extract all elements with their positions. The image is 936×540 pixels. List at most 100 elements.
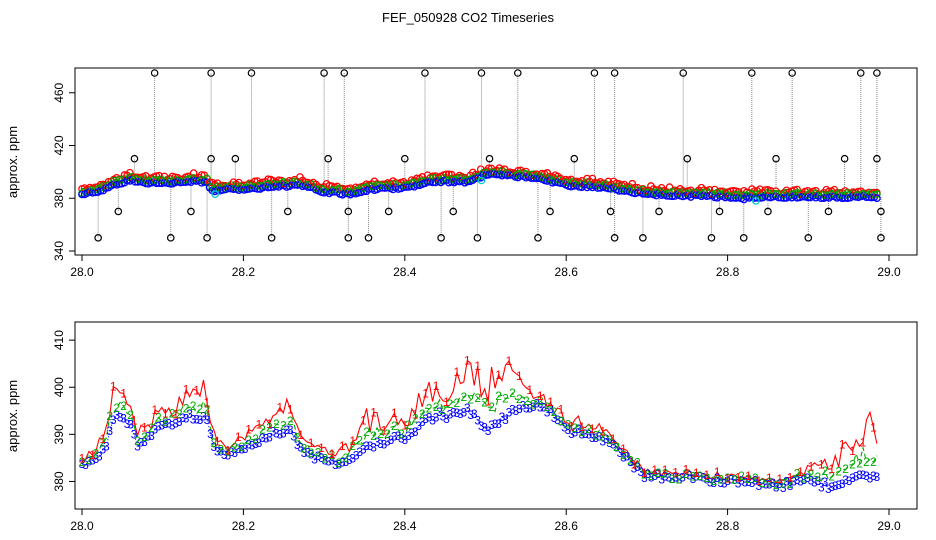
series-3-marker: 3 <box>235 442 242 456</box>
series-3-marker: 3 <box>762 477 769 491</box>
series-3-marker: 3 <box>218 445 225 459</box>
bottom-x-tick-label: 29.0 <box>877 519 901 533</box>
series-2-marker: 2 <box>460 390 467 404</box>
top-x-tick-label: 28.8 <box>716 265 740 279</box>
bottom-y-axis: 380 390 400 410 <box>52 330 75 491</box>
series-2-marker: 2 <box>787 477 794 491</box>
series-1-marker: 1 <box>454 365 461 379</box>
series-3-marker: 3 <box>273 426 280 440</box>
outlier-point-low <box>114 207 123 216</box>
series-3-marker: 3 <box>794 473 801 487</box>
series-3-marker: 3 <box>874 470 881 484</box>
series-1-marker: 1 <box>589 422 596 436</box>
series-3-marker: 3 <box>565 423 572 437</box>
series-2-marker: 2 <box>794 467 801 481</box>
outlier-point-bottom <box>267 234 276 242</box>
outlier-point-mid <box>840 154 849 163</box>
series-2-marker: 2 <box>808 468 815 482</box>
series-3-marker: 3 <box>377 437 384 451</box>
series-3-marker: 3 <box>401 433 408 447</box>
top-x-tick-label: 28.0 <box>70 265 94 279</box>
series-3-marker: 3 <box>415 419 422 433</box>
series-2-marker: 2 <box>169 406 176 420</box>
bottom-y-axis-title: approx. ppm <box>5 380 20 452</box>
series-1-marker: 1 <box>412 408 419 422</box>
series-3-marker: 3 <box>776 477 783 491</box>
series-2-marker: 2 <box>356 434 363 448</box>
series-3-marker: 3 <box>152 422 159 436</box>
outlier-point-bottom <box>707 234 716 242</box>
series-3-marker: 3 <box>835 478 842 492</box>
series-3-marker: 3 <box>801 473 808 487</box>
series-1-marker: 1 <box>568 419 575 433</box>
series-2-marker: 2 <box>349 439 356 453</box>
series-3-marker: 3 <box>669 472 676 486</box>
series-3-marker: 3 <box>381 437 388 451</box>
series-3-marker: 3 <box>624 449 631 463</box>
series-2-marker: 2 <box>141 430 148 444</box>
outlier-point-high <box>856 69 865 77</box>
series-3-marker: 3 <box>672 470 679 484</box>
series-3-marker: 3 <box>245 437 252 451</box>
series-3-marker: 3 <box>426 411 433 425</box>
series-1-marker: 1 <box>162 406 169 420</box>
outlier-point-low <box>877 207 885 216</box>
series-3-marker: 3 <box>693 469 700 483</box>
series-3-marker: 3 <box>481 421 488 435</box>
series-1-marker: 1 <box>370 405 377 419</box>
series-2-marker: 2 <box>474 391 481 405</box>
series-3-marker: 3 <box>120 411 127 425</box>
series-1-marker: 1 <box>651 463 658 477</box>
top-x-tick-label: 28.6 <box>555 265 579 279</box>
series-3-marker: 3 <box>384 434 391 448</box>
outlier-point-low <box>655 207 663 216</box>
series-3-marker: 3 <box>280 426 287 440</box>
series-3-marker: 3 <box>724 474 731 488</box>
series-1-line <box>81 359 878 484</box>
series-2-marker: 2 <box>287 414 294 428</box>
series-3-marker: 3 <box>717 476 724 490</box>
series-2-marker: 2 <box>197 402 204 416</box>
series-2-marker: 2 <box>724 471 731 485</box>
series-2-marker: 2 <box>391 419 398 433</box>
series-2-marker: 2 <box>780 476 787 490</box>
series-1-marker: 1 <box>297 428 304 442</box>
series-3-marker: 3 <box>460 405 467 419</box>
series-3-marker: 3 <box>440 410 447 424</box>
series-2-marker: 2 <box>481 395 488 409</box>
series-3-marker: 3 <box>710 476 717 490</box>
series-3-marker: 3 <box>360 443 367 457</box>
series-3-marker: 3 <box>870 469 877 483</box>
series-1-marker: 1 <box>631 457 638 471</box>
series-2-marker: 2 <box>238 440 245 454</box>
series-2-marker: 2 <box>870 455 877 469</box>
series-3-marker: 3 <box>329 454 336 468</box>
series-1-marker: 1 <box>797 465 804 479</box>
bottom-points: 3333333333333333333333333333333333333333… <box>79 353 881 495</box>
series-3-marker: 3 <box>683 467 690 481</box>
series-3-marker: 3 <box>158 419 165 433</box>
series-3-marker: 3 <box>204 413 211 427</box>
series-2-marker: 2 <box>710 474 717 488</box>
series-3-marker: 3 <box>783 475 790 489</box>
series-3-marker: 3 <box>509 403 516 417</box>
series-3-marker: 3 <box>575 422 582 436</box>
series-1-marker: 1 <box>474 359 481 373</box>
series-1-marker: 1 <box>849 444 856 458</box>
outlier-point-bottom <box>739 234 748 242</box>
series-3-marker: 3 <box>676 472 683 486</box>
series-1-marker: 1 <box>693 466 700 480</box>
series-1-marker: 1 <box>537 389 544 403</box>
series-2-marker: 2 <box>676 473 683 487</box>
series-2-marker: 2 <box>579 425 586 439</box>
series-3-marker: 3 <box>214 445 221 459</box>
series-2-marker: 2 <box>613 440 620 454</box>
series-3-marker: 3 <box>558 415 565 429</box>
series-2-marker: 2 <box>565 417 572 431</box>
series-3-marker: 3 <box>815 474 822 488</box>
series-3-marker: 3 <box>96 449 103 463</box>
series-3-marker: 3 <box>346 453 353 467</box>
series-2-marker: 2 <box>821 464 828 478</box>
figure-title: FEF_050928 CO2 Timeseries <box>382 10 554 25</box>
series-3-marker: 3 <box>127 418 134 432</box>
